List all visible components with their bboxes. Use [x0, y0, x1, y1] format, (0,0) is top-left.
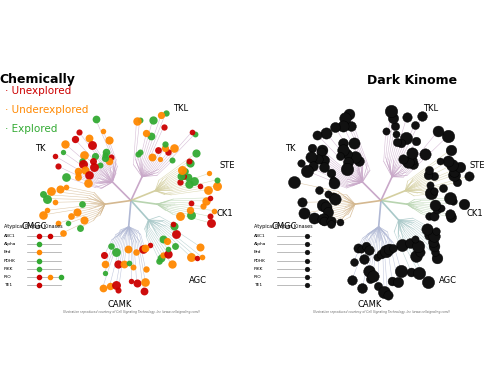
Text: ABC1: ABC1 [254, 234, 265, 238]
Text: Illustration reproduced courtesy of Cell Signaling Technology, Inc (www.cellsign: Illustration reproduced courtesy of Cell… [62, 310, 200, 314]
Text: AGC: AGC [440, 276, 458, 285]
Text: CK1: CK1 [217, 209, 234, 218]
Text: CAMK: CAMK [358, 300, 382, 309]
Text: TK: TK [285, 144, 296, 153]
Text: Atypical Protein Kinases: Atypical Protein Kinases [4, 224, 62, 229]
Text: PIKK: PIKK [254, 267, 263, 270]
Text: CK1: CK1 [467, 209, 483, 218]
Text: Chemically: Chemically [0, 73, 76, 86]
Text: TE1: TE1 [4, 283, 12, 287]
Text: TE1: TE1 [254, 283, 262, 287]
Text: Alpha: Alpha [254, 242, 266, 246]
Text: RIO: RIO [254, 275, 261, 279]
Text: PDHK: PDHK [4, 259, 16, 262]
Text: STE: STE [220, 161, 235, 170]
Text: TKL: TKL [172, 104, 188, 113]
Text: CAMK: CAMK [108, 300, 132, 309]
Text: Atypical Protein Kinases: Atypical Protein Kinases [254, 224, 312, 229]
Text: STE: STE [470, 161, 485, 170]
Text: CMGC: CMGC [272, 222, 297, 231]
Text: Brd: Brd [254, 251, 261, 254]
Text: Dark Kinome: Dark Kinome [368, 73, 458, 86]
Text: · Explored: · Explored [5, 123, 58, 133]
Text: TK: TK [35, 144, 45, 153]
Text: AGC: AGC [190, 276, 208, 285]
Text: · Unexplored: · Unexplored [5, 86, 71, 96]
Text: Alpha: Alpha [4, 242, 16, 246]
Text: ABC1: ABC1 [4, 234, 15, 238]
Text: Brd: Brd [4, 251, 11, 254]
Text: · Underexplored: · Underexplored [5, 105, 88, 115]
Text: RIO: RIO [4, 275, 11, 279]
Text: PIKK: PIKK [4, 267, 13, 270]
Text: CMGC: CMGC [22, 222, 47, 231]
Text: TKL: TKL [422, 104, 438, 113]
Text: PDHK: PDHK [254, 259, 266, 262]
Text: Illustration reproduced courtesy of Cell Signaling Technology, Inc (www.cellsign: Illustration reproduced courtesy of Cell… [312, 310, 450, 314]
